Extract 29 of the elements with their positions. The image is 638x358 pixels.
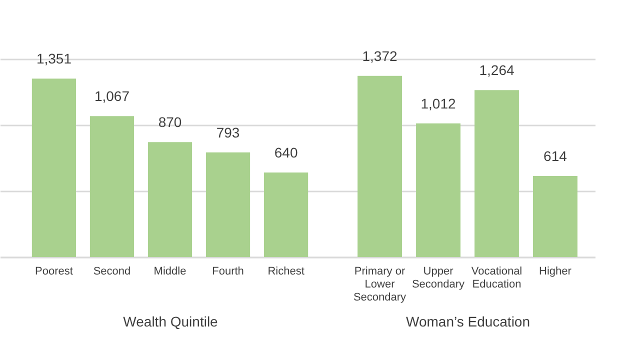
x-tick-label: Higher	[539, 266, 572, 278]
bar	[148, 142, 192, 257]
x-tick-label: Second	[93, 266, 131, 278]
x-tick-label: Middle	[154, 266, 186, 278]
data-label: 1,264	[479, 62, 514, 78]
data-label: 793	[216, 124, 240, 140]
bar	[206, 152, 250, 257]
x-tick-label: Fourth	[212, 266, 244, 278]
x-tick-label: Vocational Education	[471, 266, 522, 290]
data-label: 1,351	[36, 50, 72, 67]
data-label: 1,067	[94, 88, 130, 104]
x-tick-label: Poorest	[35, 266, 73, 278]
data-label: 640	[274, 144, 298, 161]
x-tick-label: Richest	[268, 266, 304, 278]
bar	[264, 172, 308, 257]
data-label: 1,372	[362, 48, 398, 64]
data-label: 870	[158, 114, 182, 130]
bar	[474, 90, 519, 257]
x-axis-title: Wealth Quintile	[123, 314, 218, 330]
bar	[32, 78, 76, 257]
data-label: 614	[544, 148, 568, 164]
x-tick-label: Upper Secondary	[412, 266, 466, 290]
bar	[416, 123, 460, 257]
bar	[358, 76, 402, 257]
x-axis-title: Woman’s Education	[406, 314, 530, 330]
bar	[90, 116, 134, 257]
data-label: 1,012	[420, 95, 456, 112]
bar	[533, 176, 578, 257]
x-tick-label: Primary or Lower Secondary	[353, 266, 407, 304]
